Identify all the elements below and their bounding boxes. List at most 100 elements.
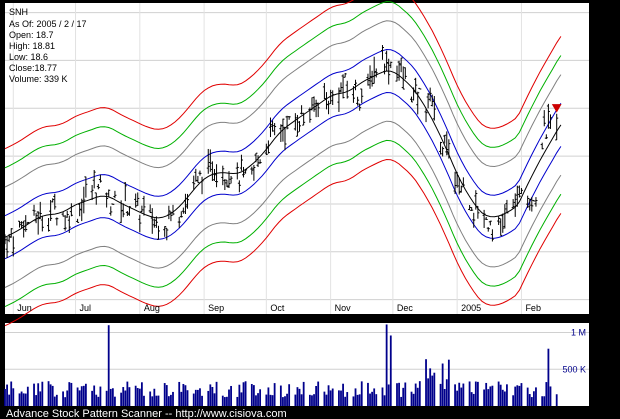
ohlc-bar [221,165,225,186]
volume-bar [228,389,230,406]
volume-bar [371,391,374,406]
ohlc-bar [351,86,355,103]
red-lower-band [4,158,562,327]
ohlc-bar [447,139,451,159]
volume-bar [230,385,232,406]
volume-bar [122,387,125,406]
ohlc-bar [134,193,138,208]
volume-bar [18,393,21,406]
volume-bar [194,389,197,406]
ticker-label: SNH [9,7,28,17]
gray-upper-band [4,20,562,188]
volume-bar [516,385,519,406]
volume-bar [296,387,299,406]
ohlc-bar [136,192,140,206]
volume-bar [447,359,450,406]
volume-bar [151,396,154,406]
volume-bar [109,388,112,406]
ohlc-bar [26,221,30,224]
volume-bar [184,385,187,406]
volume-bar [244,381,247,406]
ohlc-bar [227,171,231,188]
ohlc-bar [156,225,160,240]
volume-bar [462,383,465,406]
y-tick-layer: 15 16 17 18 19 20 21 [596,8,606,305]
volume-bar [311,395,313,406]
ohlc-bar [215,164,219,188]
ohlc-bar [142,195,146,216]
ohlc-bar [11,236,15,257]
volume-bar [470,392,473,406]
volume-bar [221,395,224,406]
volume-bar [66,390,69,406]
x-tick-label: Sep [208,303,224,313]
volume-bar [273,383,276,406]
ohlc-bar [360,88,364,104]
ohlc-bar [198,170,202,176]
ohlc-bar [499,218,503,236]
ohlc-bar [544,134,548,140]
ohlc-bar [140,205,144,213]
x-tick-label: Aug [144,303,160,313]
ohlc-bar [472,212,476,228]
ohlc-bar [169,211,173,222]
ohlc-bar [439,141,443,155]
ohlc-bar [401,66,405,90]
ohlc-bar [9,228,13,238]
volume-bar [39,391,42,406]
ohlc-bar [356,96,360,106]
ohlc-bar [403,67,407,80]
ohlc-bar [111,203,115,205]
volume-bar [55,394,58,406]
volume-bar [344,396,347,406]
blue-lower-band [4,91,562,260]
volume-bar [4,389,6,406]
volume-bar [375,394,378,406]
volume-bar [503,391,506,406]
green-lower-band [4,139,562,308]
ohlc-bar [368,65,372,89]
ohlc-bar [80,198,84,222]
volume-bar [294,394,297,406]
ohlc-bar [206,148,210,174]
volume-bar [157,395,160,406]
ohlc-bar [127,206,131,216]
volume-bar [64,397,67,406]
ohlc-bar [416,91,420,115]
ohlc-bar [354,79,358,91]
ohlc-bar [302,112,306,126]
volume-bar [22,393,25,406]
x-tick-label: Nov [335,303,352,313]
ohlc-bar [389,61,393,69]
grid-layer [5,3,589,370]
x-tick-label: Jun [17,303,32,313]
ohlc-bar [287,116,291,120]
ohlc-bar [372,56,376,84]
ohlc-bar [316,102,320,118]
volume-bar [526,387,529,406]
volume-bar [506,384,508,406]
volume-bar [491,385,494,406]
volume-bar [41,381,44,406]
ohlc-bar [49,200,53,221]
ohlc-bar [113,190,117,199]
volume-bar [62,391,64,406]
volume-bar [149,391,152,406]
ohlc-bar [229,175,233,184]
ohlc-bar [414,77,418,94]
ohlc-bar [410,96,414,103]
ohlc-bar [225,179,229,188]
volume-bar [520,383,523,406]
ohlc-bar [244,169,248,174]
ohlc-bar [254,152,258,163]
volume-bar [472,393,475,406]
ohlc-bar [92,169,96,189]
volume-bar [429,368,432,406]
ohlc-bar [329,89,333,104]
volume-bar [518,385,521,406]
ohlc-bar [424,108,428,123]
ohlc-bar [281,118,285,142]
volume-bar [95,394,98,406]
volume-bar [240,392,243,406]
